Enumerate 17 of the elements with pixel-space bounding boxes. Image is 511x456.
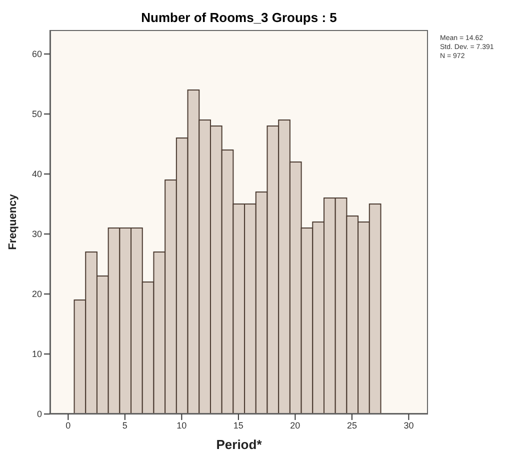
x-tick-label: 20 bbox=[290, 420, 300, 430]
y-tick-label: 20 bbox=[32, 289, 42, 300]
y-tick-label: 10 bbox=[32, 349, 42, 360]
y-axis-title: Frequency bbox=[6, 193, 19, 250]
x-tick-label: 25 bbox=[346, 420, 357, 430]
x-axis-title: Period* bbox=[216, 437, 263, 452]
x-tick-label: 0 bbox=[66, 420, 71, 430]
y-tick-label: 0 bbox=[36, 409, 42, 420]
x-tick-label: 10 bbox=[176, 420, 187, 430]
y-tick-label: 30 bbox=[32, 229, 42, 240]
y-tick-label: 60 bbox=[32, 49, 42, 60]
chart-title: Number of Rooms_3 Groups : 5 bbox=[140, 10, 338, 25]
x-tick-label: 5 bbox=[122, 420, 128, 430]
y-tick-label: 40 bbox=[32, 169, 42, 180]
y-tick-label: 50 bbox=[32, 109, 42, 120]
x-tick-label: 15 bbox=[233, 420, 244, 430]
x-tick-label: 30 bbox=[404, 420, 414, 430]
